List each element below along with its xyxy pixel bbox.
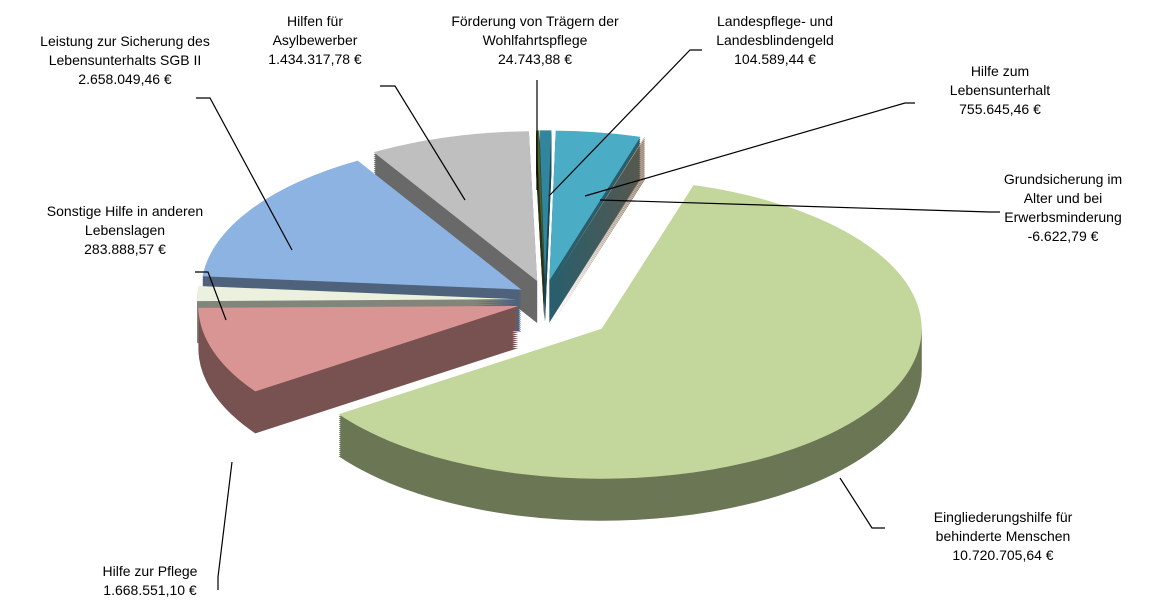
value-label: 10.720.705,64 € (952, 547, 1054, 563)
slice-side (536, 158, 545, 309)
slice-side (536, 138, 545, 289)
category-name: Landespflege- und Landesblindengeld (716, 13, 834, 48)
slice-side (553, 161, 645, 306)
slice-label: Grundsicherung im Alter und bei Erwerbsm… (998, 170, 1128, 246)
slice-side (536, 154, 545, 305)
leader-line (380, 85, 466, 201)
slice-side (553, 151, 645, 296)
slice-side (553, 157, 645, 302)
category-name: Hilfe zum Lebensunterhalt (949, 63, 1051, 98)
value-label: 24.743,88 € (498, 51, 572, 67)
value-label: 283.888,57 € (84, 241, 166, 257)
slice-side (553, 171, 645, 316)
slice-label: Hilfe zum Lebensunterhalt 755.645,46 € (925, 62, 1075, 119)
slice-side (553, 141, 645, 286)
slice-side (536, 166, 545, 317)
slice (373, 131, 538, 282)
slice-side (553, 163, 645, 308)
slice (549, 130, 641, 281)
value-label: -6.622,79 € (1027, 228, 1099, 244)
value-label: 1.434.317,78 € (268, 51, 362, 67)
leader-line (195, 271, 227, 321)
slice-side (536, 136, 545, 287)
slice-side (536, 148, 545, 299)
slice-side (553, 175, 645, 320)
slice-label: Sonstige Hilfe in anderen Lebenslagen 283… (45, 202, 205, 259)
slice (553, 137, 645, 282)
category-name: Hilfe zur Pflege (102, 563, 198, 579)
leader-line (548, 49, 702, 197)
leader-line (599, 199, 1000, 213)
slice-side (553, 165, 645, 310)
slice-side (553, 153, 645, 298)
slice-side (536, 164, 545, 315)
value-label: 104.589,44 € (734, 51, 816, 67)
slice (338, 185, 922, 479)
slice-label: Eingliederungshilfe für behinderte Mensc… (921, 508, 1086, 565)
slice-side (536, 132, 545, 283)
slice-label: Hilfen für Asylbewerber 1.434.317,78 € (258, 12, 373, 69)
category-name: Hilfen für Asylbewerber (272, 13, 358, 48)
leader-line (584, 102, 915, 197)
slice (539, 130, 552, 281)
slice-side (553, 159, 645, 304)
slice-side (536, 156, 545, 307)
slice-side (553, 167, 645, 312)
slices (197, 130, 922, 521)
slice-side (536, 152, 545, 303)
slice-label: Leistung zur Sicherung des Lebensunterha… (3, 32, 248, 89)
slice-label: Landespflege- und Landesblindengeld 104.5… (688, 12, 863, 69)
slice-side (553, 179, 645, 324)
slice-side (553, 147, 645, 292)
slice-side (536, 144, 545, 295)
slice-side (536, 142, 545, 293)
slice-side (536, 140, 545, 291)
leader-lines (195, 49, 1000, 590)
slice (198, 305, 519, 392)
slice-side (536, 162, 545, 313)
slice-side (553, 139, 645, 284)
leader-line (196, 97, 293, 251)
slice-side (553, 177, 645, 322)
slice-side (536, 168, 545, 319)
slice-side (553, 145, 645, 290)
slice-side (536, 150, 545, 301)
leader-line (839, 477, 885, 529)
slice-side (536, 160, 545, 311)
leader-line (217, 461, 233, 590)
slice-side (536, 172, 545, 323)
category-name: Eingliederungshilfe für behinderte Mensc… (933, 509, 1073, 544)
slice-side (536, 146, 545, 297)
value-label: 2.658.049,46 € (78, 71, 172, 87)
slice-side (553, 173, 645, 318)
slice-side (553, 169, 645, 314)
category-name: Grundsicherung im Alter und bei Erwerbsm… (1003, 171, 1123, 225)
slice-label: Förderung von Trägern der Wohlfahrtspfle… (443, 12, 628, 69)
slice-side (536, 170, 545, 321)
value-label: 1.668.551,10 € (103, 582, 197, 598)
slice-side (553, 143, 645, 288)
category-name: Leistung zur Sicherung des Lebensunterha… (40, 33, 210, 68)
slice (202, 160, 522, 290)
value-label: 755.645,46 € (959, 101, 1041, 117)
slice (197, 285, 518, 302)
slice (536, 130, 545, 281)
slice-label: Hilfe zur Pflege 1.668.551,10 € (75, 562, 225, 600)
category-name: Sonstige Hilfe in anderen Lebenslagen (46, 203, 204, 238)
category-name: Förderung von Trägern der Wohlfahrtspfle… (451, 13, 619, 48)
slice-side (536, 134, 545, 285)
slice-side (553, 155, 645, 300)
